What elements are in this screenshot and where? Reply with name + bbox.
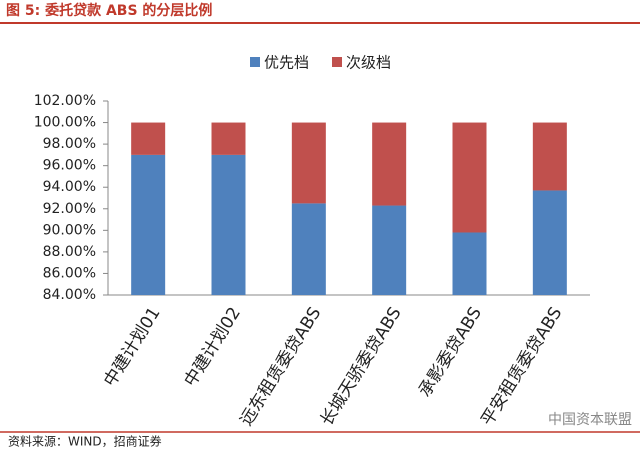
y-tick-label: 94.00% [43,179,96,195]
y-tick-label: 92.00% [43,201,96,217]
legend-label: 优先档 [264,54,309,72]
y-tick-label: 100.00% [34,115,96,131]
legend-label: 次级档 [346,54,391,72]
bar-segment [532,190,567,295]
bar-segment [291,203,326,295]
y-tick-label: 84.00% [43,287,96,303]
x-tick-label: 承影委贷ABS [415,304,486,401]
bar-segment [532,122,567,191]
y-tick-label: 88.00% [43,244,96,260]
bar-segment [131,122,166,155]
y-tick-label: 96.00% [43,158,96,174]
y-tick-label: 98.00% [43,136,96,152]
bar-segment [372,122,407,206]
y-tick-label: 90.00% [43,222,96,238]
watermark: 中国资本联盟 [548,412,632,428]
legend-swatch [332,57,342,67]
x-tick-label: 远东租赁委贷ABS [236,304,325,430]
bar-segment [452,122,487,233]
bar-segment [211,122,246,155]
x-tick-label: 长城天骄委贷ABS [317,304,406,430]
source: 资料来源：WIND，招商证券 [8,434,162,449]
x-tick-label: 中建计划01 [100,304,164,391]
legend-swatch [250,57,260,67]
x-tick-label: 中建计划02 [181,304,245,391]
y-tick-label: 86.00% [43,265,96,281]
x-tick-label: 平安租赁委贷ABS [477,304,566,430]
bar-segment [372,205,407,295]
bar-segment [291,122,326,204]
bar-segment [211,154,246,295]
bar-segment [131,154,166,295]
y-tick-label: 102.00% [34,93,96,109]
chart-title: 图 5: 委托贷款 ABS 的分层比例 [6,2,212,19]
bar-segment [452,232,487,295]
